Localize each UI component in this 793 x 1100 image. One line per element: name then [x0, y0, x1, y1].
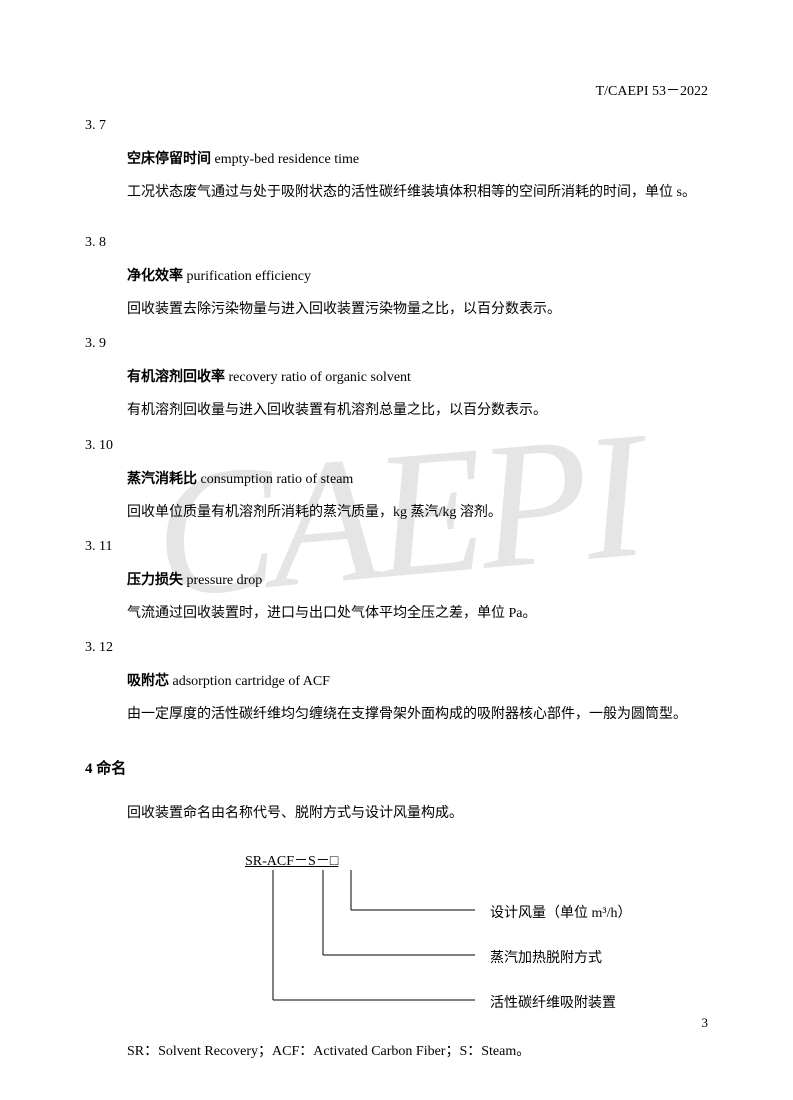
term-cn: 净化效率	[127, 269, 183, 284]
term-body: 有机溶剂回收量与进入回收装置有机溶剂总量之比，以百分数表示。	[127, 398, 708, 423]
section-number: 3. 10	[85, 438, 708, 454]
section-number: 3. 12	[85, 640, 708, 656]
term-cn: 空床停留时间	[127, 152, 211, 167]
term-title: 有机溶剂回收率 recovery ratio of organic solven…	[127, 366, 708, 386]
term-title: 净化效率 purification efficiency	[127, 265, 708, 285]
section-number: 3. 9	[85, 336, 708, 352]
section-3-11: 3. 11 压力损失 pressure drop 气流通过回收装置时，进口与出口…	[85, 539, 708, 626]
section-number: 3. 8	[85, 235, 708, 251]
term-title: 压力损失 pressure drop	[127, 569, 708, 589]
code-seg-sracf: SR-ACF	[245, 854, 294, 870]
naming-label-1: 设计风量（单位 m³/h）	[490, 902, 631, 922]
bracket-lines-icon	[245, 870, 505, 1025]
term-title: 空床停留时间 empty-bed residence time	[127, 148, 708, 168]
section-number: 3. 7	[85, 118, 708, 134]
term-cn: 压力损失	[127, 573, 183, 588]
term-en-text: recovery ratio of organic solvent	[229, 370, 411, 385]
document-code: T/CAEPI 53－2022	[85, 80, 708, 100]
term-cn: 蒸汽消耗比	[127, 472, 197, 487]
section-3-12: 3. 12 吸附芯 adsorption cartridge of ACF 由一…	[85, 640, 708, 727]
term-en-text: purification efficiency	[187, 269, 312, 284]
term-en-text: consumption ratio of steam	[201, 472, 354, 487]
section-3-7: 3. 7 空床停留时间 empty-bed residence time 工况状…	[85, 118, 708, 205]
section-3-8: 3. 8 净化效率 purification efficiency 回收装置去除…	[85, 235, 708, 322]
page-content: T/CAEPI 53－2022 3. 7 空床停留时间 empty-bed re…	[0, 0, 793, 1100]
code-dash: －	[294, 854, 308, 869]
naming-label-3: 活性碳纤维吸附装置	[490, 992, 616, 1012]
naming-diagram: SR-ACF－S－□ 设计风量（单位 m³/h） 蒸汽加热脱附方式 活性碳纤维吸…	[245, 850, 708, 1025]
term-en-text: adsorption cartridge of ACF	[173, 674, 330, 689]
code-dash: －	[316, 854, 330, 869]
term-body: 回收装置去除污染物量与进入回收装置污染物量之比，以百分数表示。	[127, 297, 708, 322]
naming-code: SR-ACF－S－□	[245, 850, 338, 870]
term-cn: 有机溶剂回收率	[127, 370, 225, 385]
section-3-10: 3. 10 蒸汽消耗比 consumption ratio of steam 回…	[85, 438, 708, 525]
section-number: 3. 11	[85, 539, 708, 555]
naming-footnote: SR：Solvent Recovery；ACF：Activated Carbon…	[127, 1040, 708, 1060]
code-seg-s: S	[308, 854, 316, 870]
code-seg-box: □	[330, 854, 338, 870]
term-body: 气流通过回收装置时，进口与出口处气体平均全压之差，单位 Pa。	[127, 601, 708, 626]
naming-label-2: 蒸汽加热脱附方式	[490, 947, 602, 967]
term-body: 回收单位质量有机溶剂所消耗的蒸汽质量，kg 蒸汽/kg 溶剂。	[127, 500, 708, 525]
term-body: 由一定厚度的活性碳纤维均匀缠绕在支撑骨架外面构成的吸附器核心部件，一般为圆筒型。	[127, 702, 708, 727]
term-title: 吸附芯 adsorption cartridge of ACF	[127, 670, 708, 690]
section-3-9: 3. 9 有机溶剂回收率 recovery ratio of organic s…	[85, 336, 708, 423]
naming-intro: 回收装置命名由名称代号、脱附方式与设计风量构成。	[127, 802, 708, 822]
term-cn: 吸附芯	[127, 674, 169, 689]
term-en-text: empty-bed residence time	[215, 152, 360, 167]
section-4-heading: 4 命名	[85, 757, 708, 778]
term-body: 工况状态废气通过与处于吸附状态的活性碳纤维装填体积相等的空间所消耗的时间，单位 …	[127, 180, 708, 205]
term-en-text: pressure drop	[187, 573, 263, 588]
term-title: 蒸汽消耗比 consumption ratio of steam	[127, 468, 708, 488]
